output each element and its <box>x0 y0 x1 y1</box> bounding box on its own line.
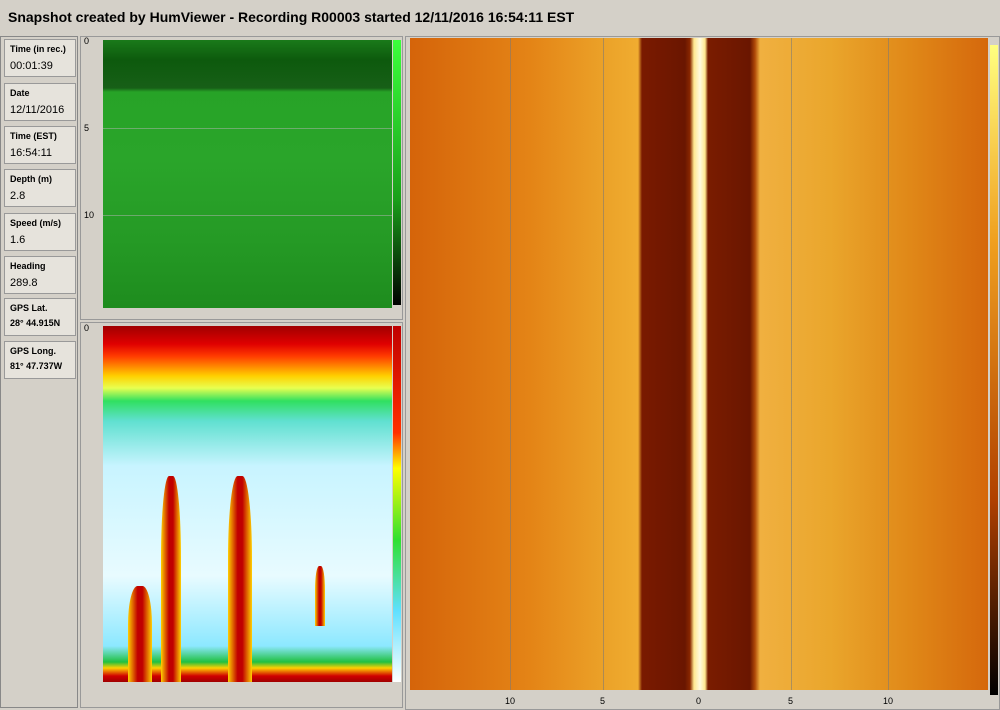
field-label: Time (EST) <box>10 131 57 141</box>
range-line <box>791 38 792 690</box>
range-label: 0 <box>696 696 702 706</box>
echo <box>161 476 181 682</box>
range-line <box>603 38 604 690</box>
down-imaging-view <box>103 40 392 308</box>
echo <box>128 586 152 682</box>
field-label: GPS Lat. <box>10 303 48 313</box>
sonar-2d-view <box>103 326 392 682</box>
title-bar: Snapshot created by HumViewer - Recordin… <box>8 9 575 25</box>
range-label: 5 <box>788 696 794 706</box>
color-scale <box>393 40 401 305</box>
depth-label: 0 <box>84 323 90 333</box>
field-value: 81° 47.737W <box>10 361 63 371</box>
info-field: Date 12/11/2016 <box>4 83 76 121</box>
echo <box>228 476 252 682</box>
field-value: 2.8 <box>10 190 26 202</box>
depth-line <box>103 128 392 129</box>
depth-label: 5 <box>84 123 90 133</box>
range-label: 5 <box>600 696 606 706</box>
info-panel: Time (in rec.) 00:01:39 Date 12/11/2016 Time… <box>0 36 78 708</box>
info-field: Time (in rec.) 00:01:39 <box>4 39 76 77</box>
info-field: GPS Lat. 28° 44.915N <box>4 298 76 336</box>
depth-line <box>103 215 392 216</box>
field-label: Speed (m/s) <box>10 218 62 228</box>
field-label: Date <box>10 88 30 98</box>
range-label: 10 <box>505 696 516 706</box>
field-label: Heading <box>10 261 46 271</box>
info-field: Speed (m/s) 1.6 <box>4 213 76 251</box>
info-field: Depth (m) 2.8 <box>4 169 76 207</box>
info-field: Heading 289.8 <box>4 256 76 294</box>
field-label: Depth (m) <box>10 174 52 184</box>
field-value: 28° 44.915N <box>10 318 61 328</box>
field-value: 00:01:39 <box>10 60 53 72</box>
side-scan-view <box>410 38 988 690</box>
depth-label: 10 <box>84 210 95 220</box>
echo <box>315 566 325 626</box>
color-scale <box>393 326 401 682</box>
info-field: Time (EST) 16:54:11 <box>4 126 76 164</box>
field-value: 12/11/2016 <box>10 104 65 116</box>
range-label: 10 <box>883 696 894 706</box>
field-value: 289.8 <box>10 277 38 289</box>
field-value: 1.6 <box>10 234 26 246</box>
range-line <box>510 38 511 690</box>
color-scale <box>990 45 998 695</box>
range-line <box>888 38 889 690</box>
field-value: 16:54:11 <box>10 147 53 159</box>
depth-label: 0 <box>84 36 90 46</box>
field-label: GPS Long. <box>10 346 56 356</box>
field-label: Time (in rec.) <box>10 44 66 54</box>
info-field: GPS Long. 81° 47.737W <box>4 341 76 379</box>
